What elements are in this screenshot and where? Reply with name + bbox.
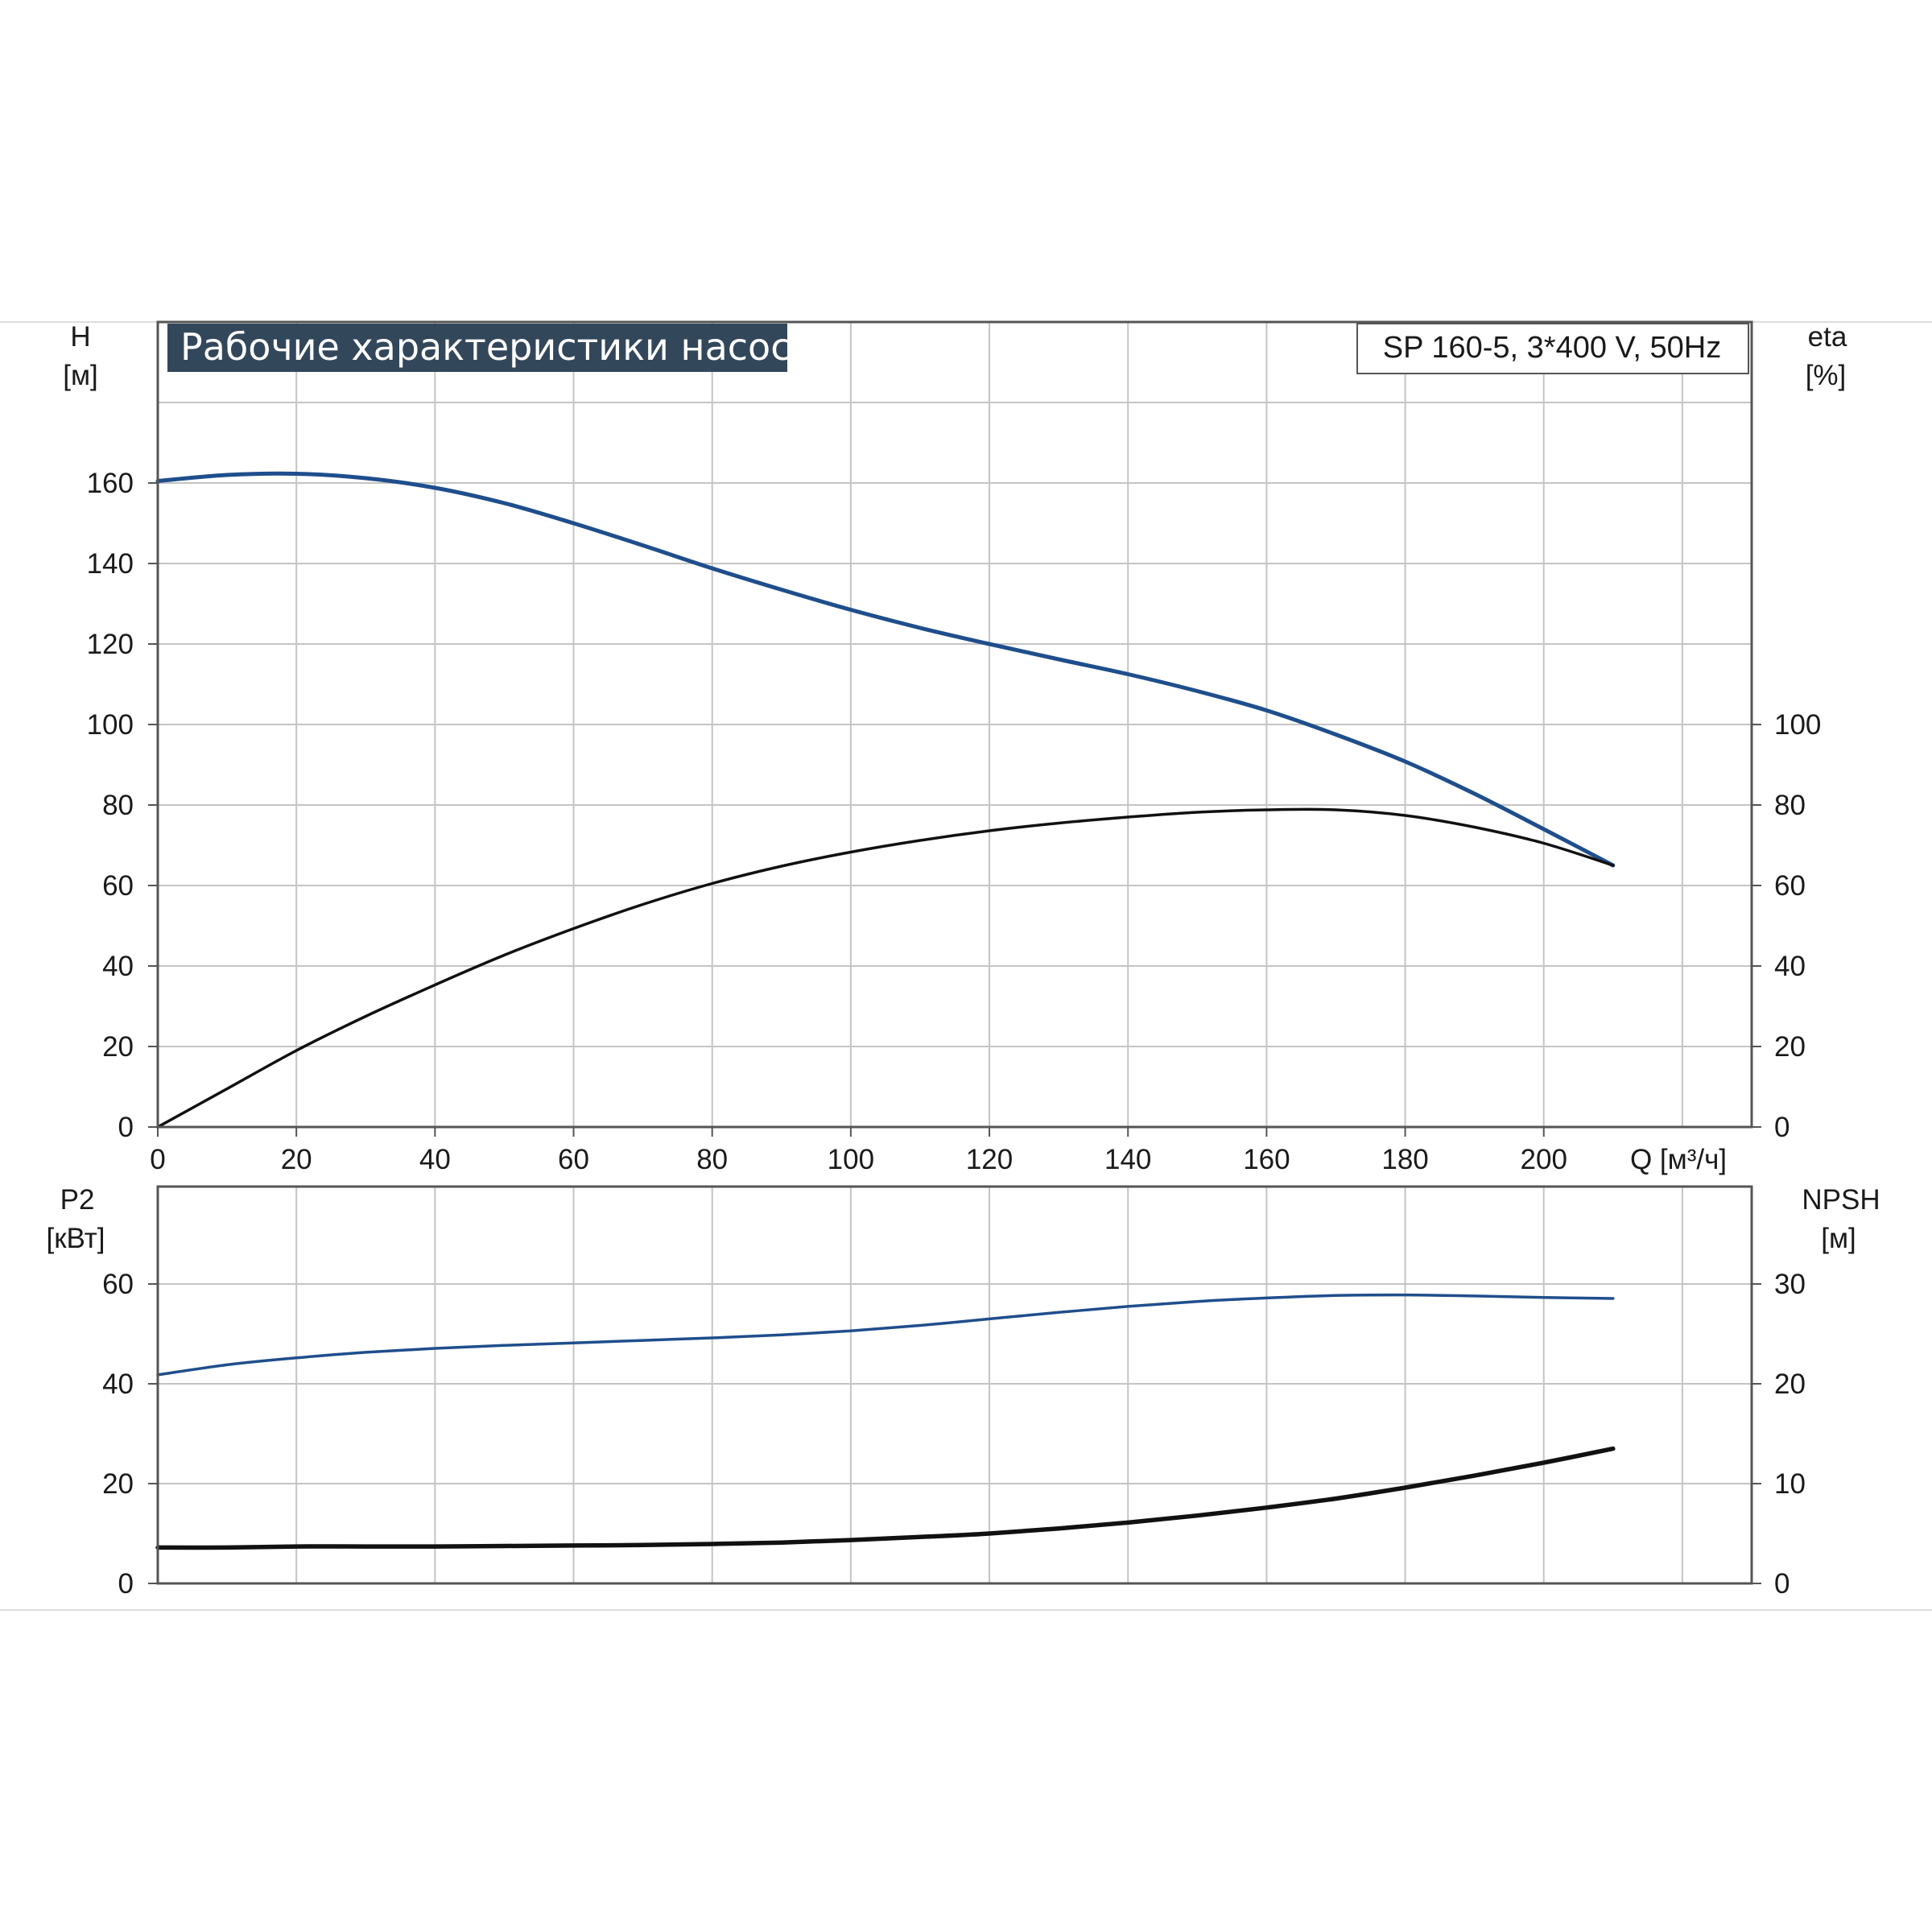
head-axis-unit: [м]: [63, 360, 98, 391]
efficiency-tick-label: 60: [1774, 870, 1806, 902]
chart-curves: [155, 471, 1616, 1550]
head-tick-label: 100: [87, 709, 134, 741]
npsh-tick-label: 0: [1774, 1568, 1790, 1600]
power-axis-unit: [кВт]: [47, 1223, 105, 1254]
head-tick-label: 120: [87, 629, 134, 660]
head-curve: [155, 471, 1616, 868]
bottom-panel-grid: [158, 1187, 1752, 1583]
bottom-panel-tick-labels: 0 20 40 60 0 10 20 30: [102, 1269, 1806, 1600]
model-label-box: [1356, 323, 1749, 374]
flow-tick-label: 0: [150, 1144, 165, 1175]
head-tick-label: 20: [102, 1031, 134, 1063]
power-curve: [156, 1293, 1615, 1377]
head-tick-label: 40: [102, 951, 134, 982]
head-tick-label: 0: [118, 1112, 134, 1143]
head-tick-label: 60: [102, 870, 134, 902]
npsh-tick-label: 10: [1774, 1468, 1806, 1500]
top-panel-grid: [158, 322, 1752, 1127]
flow-tick-label: 40: [419, 1144, 451, 1175]
flow-tick-label: 180: [1381, 1144, 1428, 1175]
power-tick-label: 60: [102, 1269, 134, 1300]
efficiency-tick-label: 100: [1774, 709, 1821, 741]
flow-tick-label: 200: [1521, 1144, 1567, 1175]
npsh-axis-unit: [м]: [1821, 1223, 1856, 1254]
title-box: [167, 324, 787, 372]
npsh-tick-label: 20: [1774, 1368, 1806, 1400]
power-tick-label: 20: [102, 1468, 134, 1500]
power-axis-label: P2: [60, 1184, 95, 1216]
chart-title: Рабочие характеристики насоса: [180, 325, 814, 369]
flow-tick-label: 120: [966, 1144, 1013, 1175]
npsh-tick-label: 30: [1774, 1269, 1806, 1300]
efficiency-curve: [156, 807, 1615, 1129]
flow-tick-label: 80: [696, 1144, 728, 1175]
efficiency-tick-label: 20: [1774, 1031, 1806, 1063]
head-tick-label: 160: [87, 468, 134, 499]
bottom-panel-frame: [156, 1185, 1753, 1585]
flow-tick-label: 160: [1243, 1144, 1290, 1175]
npsh-curve: [155, 1446, 1616, 1550]
power-tick-label: 0: [118, 1568, 134, 1600]
flow-axis-label: Q [м³/ч]: [1630, 1144, 1727, 1175]
head-tick-label: 140: [87, 548, 134, 580]
top-panel-frame: [156, 320, 1753, 1129]
efficiency-tick-label: 80: [1774, 790, 1806, 821]
flow-tick-label: 20: [281, 1144, 312, 1175]
npsh-axis-label: NPSH: [1802, 1184, 1880, 1216]
flow-tick-label: 140: [1104, 1144, 1151, 1175]
flow-tick-label: 60: [558, 1144, 589, 1175]
efficiency-axis-unit: [%]: [1806, 360, 1847, 391]
head-tick-label: 80: [102, 790, 134, 821]
top-panel-tick-labels: 0 20 40 60 80 100 120 140 160 0 20 40 60 80 100 0 20 40 60…: [87, 468, 1822, 1175]
model-label: SP 160-5, 3*400 V, 50Hz: [1383, 331, 1721, 365]
efficiency-tick-label: 0: [1774, 1112, 1790, 1143]
efficiency-axis-label: eta: [1808, 321, 1847, 353]
efficiency-tick-label: 40: [1774, 951, 1806, 982]
head-axis-label: H: [70, 321, 90, 353]
power-tick-label: 40: [102, 1368, 134, 1400]
flow-tick-label: 100: [828, 1144, 874, 1175]
